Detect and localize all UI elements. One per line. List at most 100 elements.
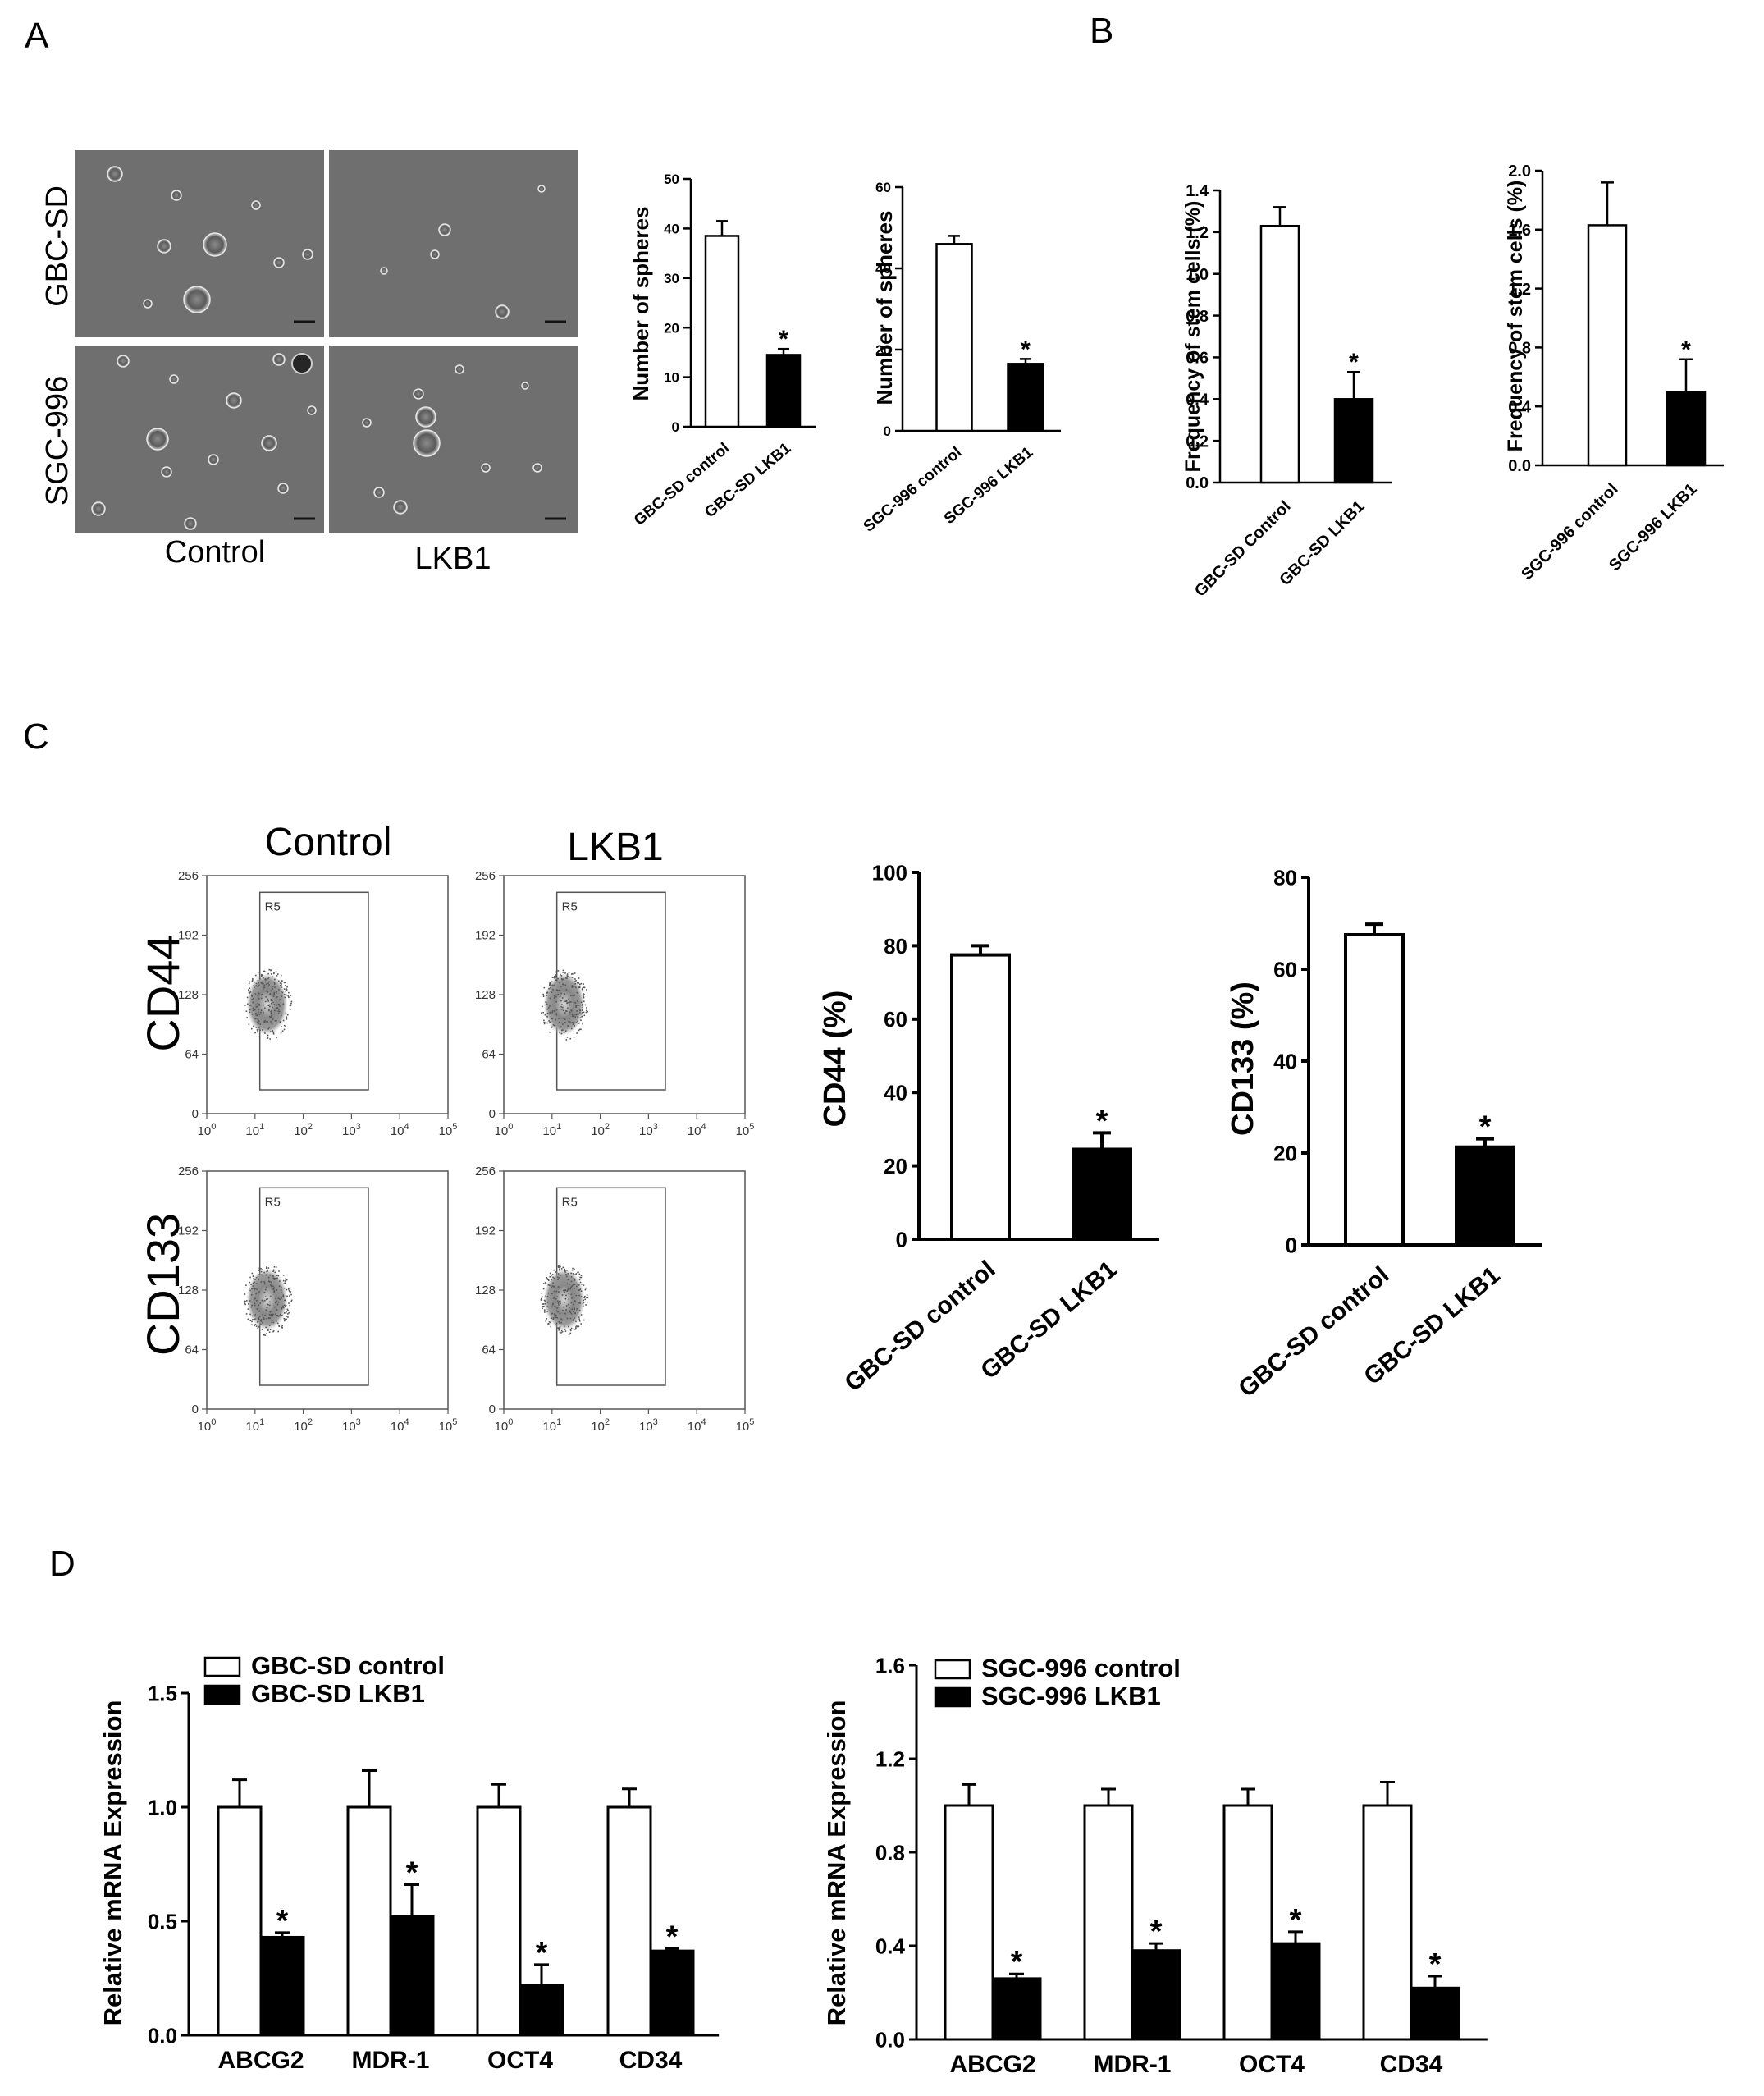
event-dot	[560, 1302, 561, 1304]
event-dot	[555, 1019, 556, 1021]
event-dot	[283, 1317, 286, 1320]
event-dot	[272, 1320, 273, 1321]
event-dot	[580, 1013, 582, 1015]
event-dot	[559, 1312, 561, 1315]
bar	[935, 243, 973, 432]
flow-y-tick-label: 64	[482, 1048, 496, 1062]
event-dot	[264, 978, 267, 981]
cell-sphere	[415, 406, 436, 428]
event-dot	[565, 1010, 568, 1012]
event-dot	[578, 1320, 581, 1322]
event-dot	[574, 994, 576, 996]
event-dot	[256, 1288, 258, 1291]
event-dot	[549, 1031, 551, 1033]
event-dot	[573, 986, 575, 988]
event-dot	[263, 1271, 265, 1274]
event-dot	[279, 1280, 281, 1282]
event-dot	[574, 1268, 575, 1270]
event-dot	[267, 1328, 269, 1330]
event-dot	[543, 1305, 545, 1307]
event-dot	[575, 980, 577, 982]
y-tick-label: 0	[1286, 1233, 1297, 1257]
event-dot	[551, 1306, 553, 1308]
gate-label: R5	[562, 1195, 578, 1209]
event-dot	[254, 1004, 257, 1006]
flow-x-tick-label: 102	[591, 1417, 610, 1434]
significance-star: *	[536, 1936, 548, 1970]
event-dot	[253, 1275, 254, 1276]
event-dot	[546, 1302, 549, 1303]
event-dot	[563, 1306, 564, 1308]
event-dot	[567, 975, 569, 977]
event-dot	[275, 1266, 277, 1268]
event-dot	[575, 1022, 578, 1023]
event-dot	[280, 974, 282, 977]
flow-plot-frame	[503, 875, 746, 1114]
event-dot	[258, 1291, 260, 1293]
event-dot	[267, 998, 269, 1000]
event-dot	[283, 1028, 286, 1031]
event-dot	[574, 978, 576, 980]
event-dot	[543, 986, 546, 989]
event-dot	[258, 1267, 261, 1270]
event-dot	[267, 977, 269, 980]
event-dot	[261, 1029, 263, 1031]
event-dot	[560, 992, 563, 995]
event-dot	[282, 1003, 285, 1005]
event-dot	[263, 1291, 266, 1293]
event-dot	[273, 972, 275, 975]
y-tick-label: 0.8	[1186, 308, 1209, 326]
event-dot	[263, 984, 266, 986]
event-dot	[574, 1317, 575, 1319]
event-dot	[585, 1304, 587, 1306]
event-dot	[244, 1004, 246, 1006]
event-dot	[268, 984, 270, 986]
legend-swatch	[934, 1686, 971, 1708]
event-dot	[558, 1287, 560, 1289]
event-dot	[564, 1268, 565, 1270]
event-dot	[572, 1015, 574, 1018]
event-dot	[283, 1287, 286, 1289]
event-dot	[273, 1279, 276, 1280]
event-dot	[244, 1293, 246, 1295]
event-dot	[559, 990, 561, 991]
event-dot	[579, 1009, 582, 1012]
event-dot	[577, 1005, 579, 1007]
flow-y-tick-label: 192	[475, 929, 496, 943]
event-dot	[289, 1287, 291, 1289]
event-dot	[257, 979, 259, 982]
event-dot	[552, 977, 555, 978]
event-dot	[286, 987, 287, 990]
bar	[649, 1949, 695, 2037]
y-tick-label: 60	[1273, 957, 1297, 982]
flow-x-tick-label: 102	[294, 1417, 313, 1434]
event-dot	[258, 1023, 260, 1024]
event-dot	[562, 978, 564, 981]
event-dot	[576, 1032, 578, 1034]
significance-star: *	[1349, 349, 1359, 376]
event-dot	[587, 1010, 589, 1013]
event-dot	[560, 1032, 563, 1035]
event-dot	[277, 1003, 280, 1005]
event-dot	[579, 1302, 581, 1304]
event-dot	[266, 1266, 267, 1268]
event-dot	[253, 1298, 255, 1301]
event-dot	[260, 982, 262, 983]
event-dot	[564, 977, 567, 979]
event-dot	[547, 1292, 550, 1294]
event-dot	[274, 978, 276, 981]
bar	[1007, 363, 1044, 432]
micrograph-sgc996-lkb1	[329, 346, 578, 533]
event-dot	[273, 1266, 276, 1268]
event-dot	[562, 972, 564, 973]
cell-sphere	[532, 463, 542, 473]
y-tick-label: 100	[872, 860, 907, 885]
y-tick-label: 1.0	[1186, 266, 1209, 284]
event-dot	[273, 1009, 276, 1012]
event-dot	[551, 1317, 552, 1320]
significance-star: *	[1096, 1104, 1108, 1138]
bar	[217, 1805, 263, 2037]
event-dot	[281, 995, 283, 998]
event-dot	[560, 1332, 562, 1334]
